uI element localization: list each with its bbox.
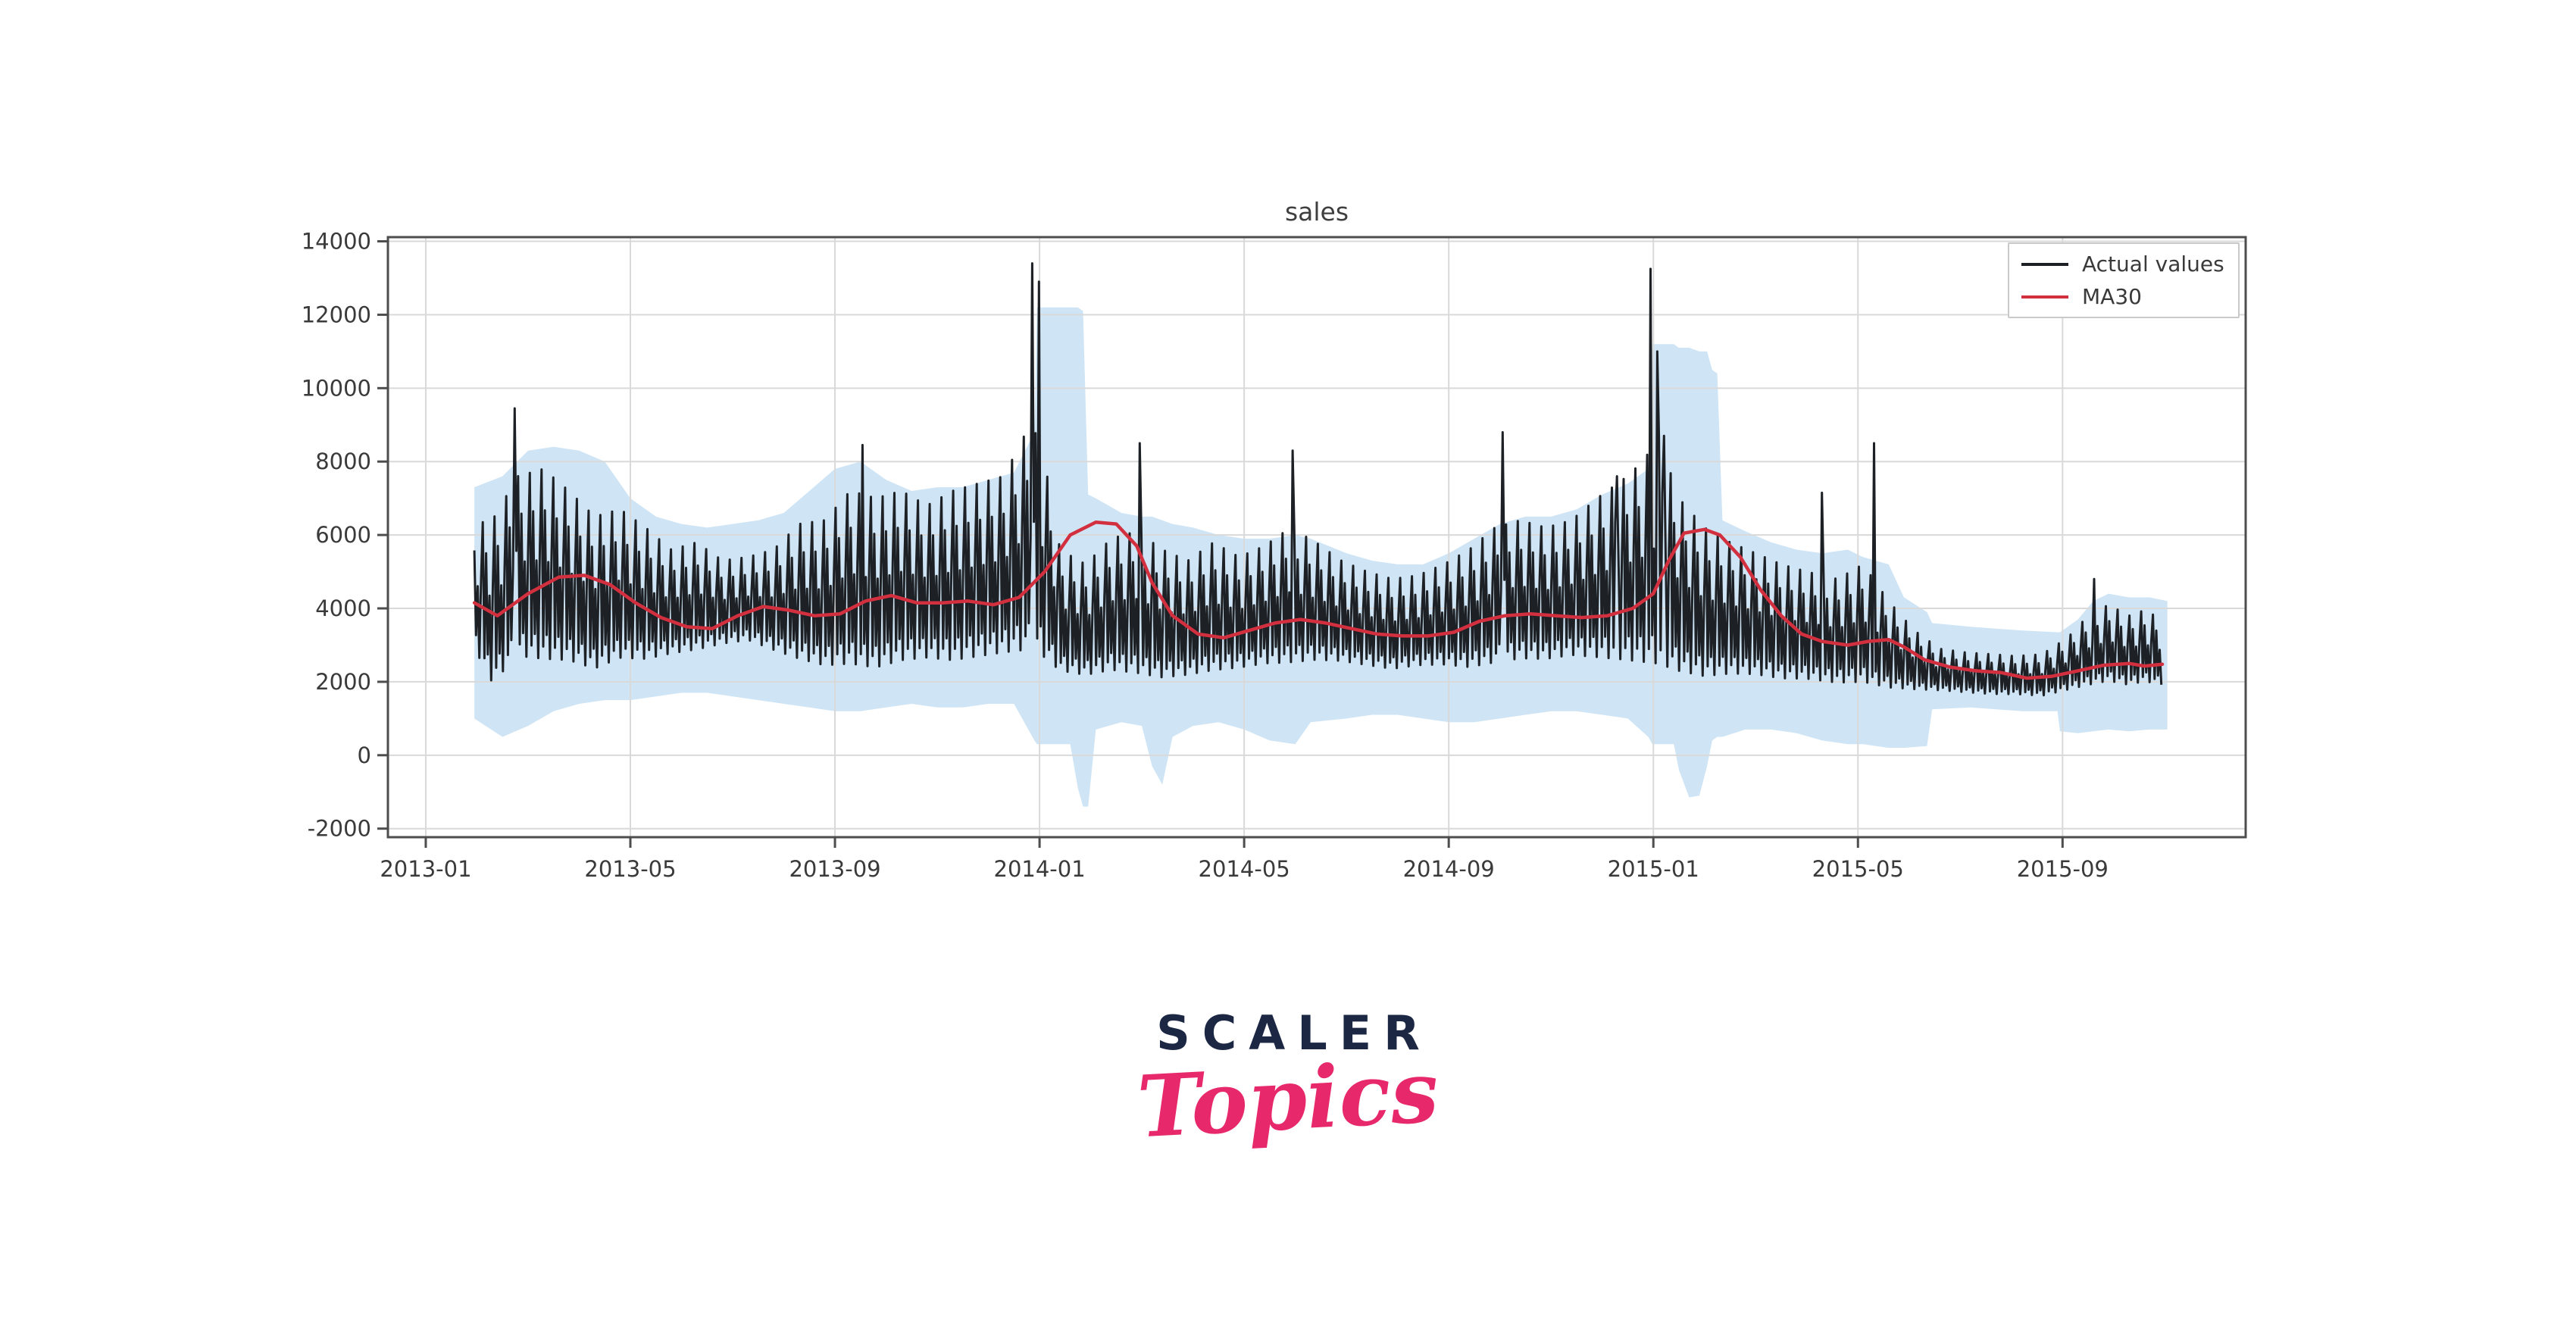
x-tick-label: 2015-05 [1812,856,1904,882]
actual-values-line [473,262,2163,697]
x-tick-label: 2015-09 [2017,856,2109,882]
x-tick-label: 2013-05 [584,856,676,882]
legend-label-ma30: MA30 [2082,284,2142,309]
confidence-band [474,307,2168,807]
legend-label-actual-values: Actual values [2082,252,2224,277]
x-tick-label: 2014-05 [1199,856,1290,882]
y-tick-label: 10000 [302,375,371,401]
x-tick-label: 2013-01 [380,856,471,882]
y-tick-label: 0 [358,742,371,768]
ma30-line-swatch [2021,295,2068,299]
y-tick-label: 12000 [302,302,371,327]
topics-script-wordmark: Topics [1135,1042,1441,1158]
plot-border [386,236,2247,839]
y-tick-label: 4000 [315,595,371,621]
scaler-topics-logo: SCALER Topics [1135,1005,1441,1157]
y-tick-label: 8000 [315,449,371,474]
chart-title: sales [1284,197,1349,227]
ma30-line [472,520,2165,680]
chart-legend: Actual values MA30 [2008,242,2240,318]
x-tick-label: 2013-09 [789,856,880,882]
x-tick-label: 2014-09 [1403,856,1495,882]
scaler-wordmark: SCALER [1156,1005,1432,1061]
x-tick-label: 2015-01 [1608,856,1699,882]
actual-values-line-swatch [2021,262,2068,266]
y-tick-label: 2000 [315,669,371,695]
legend-entry-ma30: MA30 [2021,284,2226,309]
y-tick-label: 14000 [302,229,371,255]
x-tick-label: 2014-01 [994,856,1086,882]
series-layer [472,262,2165,697]
legend-entry-actual-values: Actual values [2021,252,2226,277]
y-tick-label: -2000 [308,816,371,842]
confidence-band-layer [474,307,2168,807]
y-tick-label: 6000 [315,522,371,548]
